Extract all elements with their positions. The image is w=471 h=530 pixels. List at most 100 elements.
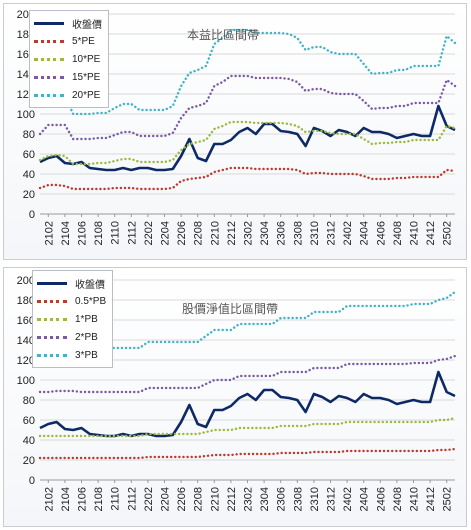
- y-tick-label: 100: [17, 109, 35, 121]
- y-tick-label: 180: [17, 295, 35, 307]
- pb-band-chart-panel: 0 20 40 60 80 100 120 140 160 180 200 2102 2104 2106 2…: [3, 267, 467, 527]
- legend-entry: 2*PB: [37, 328, 106, 346]
- legend-entry: 20*PE: [34, 86, 102, 104]
- x-tick-label: 2106: [77, 221, 89, 245]
- pb-chart-title: 股價淨值比區間帶: [182, 302, 279, 316]
- legend-label: 收盤價: [72, 19, 102, 31]
- x-tick-label: 2304: [259, 221, 271, 245]
- x-tick-label: 2306: [276, 221, 288, 245]
- legend-swatch: [37, 317, 67, 321]
- x-tick-label: 2212: [226, 487, 238, 511]
- x-tick-label: 2202: [143, 487, 155, 511]
- legend-entry: 收盤價: [37, 274, 106, 292]
- series-line-3: [38, 354, 457, 394]
- x-tick-label: 2408: [392, 221, 404, 245]
- series-line-0: [39, 370, 456, 438]
- legend-swatch: [34, 57, 64, 61]
- x-tick-label: 2302: [243, 221, 255, 245]
- x-tick-label: 2104: [60, 487, 72, 511]
- legend-label: 5*PE: [72, 35, 95, 47]
- x-tick-label: 2502: [442, 221, 454, 245]
- legend-entry: 3*PB: [37, 346, 106, 364]
- legend-label: 10*PE: [72, 53, 101, 65]
- legend-swatch: [37, 281, 67, 285]
- x-tick-label: 2104: [60, 221, 72, 245]
- legend-swatch: [34, 39, 64, 43]
- legend-label: 15*PE: [72, 71, 101, 83]
- series-line-2: [38, 120, 457, 166]
- legend-label: 0.5*PB: [75, 295, 107, 307]
- x-tick-label: 2308: [292, 221, 304, 245]
- x-tick-label: 2210: [209, 487, 221, 511]
- y-tick-label: 160: [17, 315, 35, 327]
- series-line-0: [39, 104, 456, 172]
- x-tick-label: 2206: [176, 221, 188, 245]
- pb-chart-legend: 收盤價 0.5*PB 1*PB 2*PB 3*PB: [32, 270, 114, 368]
- series-line-1: [38, 447, 457, 460]
- x-tick-label: 2108: [93, 487, 105, 511]
- legend-label: 1*PB: [75, 313, 98, 325]
- x-tick-label: 2404: [359, 221, 371, 245]
- legend-swatch: [34, 93, 64, 97]
- legend-entry: 10*PE: [34, 50, 102, 68]
- y-tick-label: 0: [29, 209, 35, 221]
- x-tick-label: 2310: [309, 487, 321, 511]
- y-tick-label: 80: [23, 395, 35, 407]
- x-tick-label: 2312: [326, 221, 338, 245]
- x-tick-label: 2204: [160, 487, 172, 511]
- pe-band-chart-panel: 0 20 40 60 80 100 120 140 160 180 200 2102 2104 2106 2…: [3, 3, 467, 260]
- x-tick-label: 2110: [110, 487, 122, 511]
- y-tick-label: 40: [23, 435, 35, 447]
- x-tick-label: 2412: [425, 487, 437, 511]
- legend-entry: 15*PE: [34, 68, 102, 86]
- x-tick-label: 2404: [359, 487, 371, 511]
- x-tick-label: 2204: [160, 221, 172, 245]
- x-tick-label: 2304: [259, 487, 271, 511]
- x-tick-label: 2202: [143, 221, 155, 245]
- x-tick-label: 2402: [342, 221, 354, 245]
- y-tick-label: 60: [23, 415, 35, 427]
- series-line-4: [38, 28, 457, 116]
- legend-label: 2*PB: [75, 331, 98, 343]
- x-tick-label: 2402: [342, 487, 354, 511]
- x-tick-label: 2108: [93, 221, 105, 245]
- legend-label: 20*PE: [72, 89, 101, 101]
- legend-swatch: [34, 21, 64, 25]
- pe-chart-title: 本益比區間帶: [187, 28, 260, 42]
- x-tick-label: 2210: [209, 221, 221, 245]
- x-tick-label: 2112: [126, 221, 138, 245]
- x-tick-label: 2102: [43, 487, 55, 511]
- legend-swatch: [37, 299, 67, 303]
- x-tick-label: 2412: [425, 221, 437, 245]
- legend-swatch: [34, 75, 64, 79]
- legend-entry: 5*PE: [34, 32, 102, 50]
- legend-swatch: [37, 335, 67, 339]
- y-tick-label: 40: [23, 169, 35, 181]
- series-line-2: [38, 416, 457, 438]
- legend-swatch: [37, 353, 67, 357]
- x-tick-label: 2310: [309, 221, 321, 245]
- series-line-3: [38, 74, 457, 141]
- legend-entry: 1*PB: [37, 310, 106, 328]
- y-tick-label: 120: [17, 355, 35, 367]
- legend-label: 收盤價: [75, 279, 105, 291]
- y-tick-label: 20: [23, 455, 35, 467]
- legend-label: 3*PB: [75, 349, 98, 361]
- x-tick-label: 2312: [326, 487, 338, 511]
- x-tick-label: 2112: [126, 487, 138, 511]
- x-tick-label: 2212: [226, 221, 238, 245]
- x-tick-label: 2208: [193, 487, 205, 511]
- x-tick-label: 2406: [375, 487, 387, 511]
- x-tick-label: 2502: [442, 487, 454, 511]
- y-tick-label: 100: [17, 375, 35, 387]
- x-tick-label: 2102: [43, 221, 55, 245]
- x-tick-label: 2408: [392, 487, 404, 511]
- x-tick-label: 2410: [409, 487, 421, 511]
- y-tick-label: 20: [23, 189, 35, 201]
- x-tick-label: 2208: [193, 221, 205, 245]
- y-tick-label: 80: [23, 129, 35, 141]
- x-tick-label: 2302: [243, 487, 255, 511]
- pe-chart-legend: 收盤價 5*PE 10*PE 15*PE 20*PE: [29, 10, 109, 108]
- x-tick-label: 2406: [375, 221, 387, 245]
